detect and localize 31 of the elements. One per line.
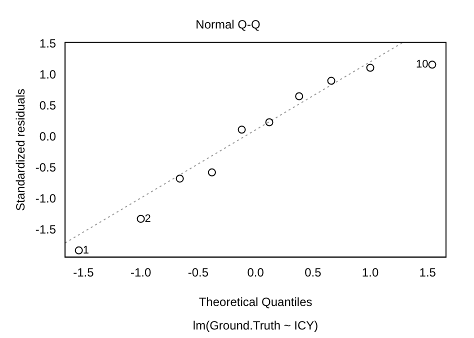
point xyxy=(74,246,83,254)
annotation: 2 xyxy=(144,212,151,225)
point xyxy=(327,76,336,85)
y-tick-label: 0.0 xyxy=(39,129,56,144)
x-tick-label: -1.5 xyxy=(73,266,94,280)
point xyxy=(238,126,246,134)
y-tick-label: 0.5 xyxy=(39,98,56,112)
y-tick-label: -1.0 xyxy=(35,191,56,206)
x-axis-title: Theoretical Quantiles xyxy=(198,295,312,310)
point xyxy=(136,214,145,223)
point xyxy=(176,174,184,183)
text: lm(Ground.Truth ~ ICY) xyxy=(192,318,318,332)
point xyxy=(366,64,374,72)
chart-title: Normal Q-Q xyxy=(196,18,260,32)
x-tick-label: 0.0 xyxy=(247,266,264,280)
x-tick-label: 1.0 xyxy=(362,266,379,280)
point xyxy=(295,92,304,100)
point xyxy=(208,168,216,176)
y-axis-title: Standardized residuals xyxy=(14,88,28,211)
y-tick-label: 1.5 xyxy=(39,36,56,51)
x-tick-label: -1.0 xyxy=(130,266,152,280)
point xyxy=(428,60,436,69)
annotation: 10 xyxy=(416,58,428,71)
x-tick-label: 0.5 xyxy=(304,266,322,280)
y-tick-label: 1.0 xyxy=(39,68,56,82)
x-tick-label: -0.5 xyxy=(188,266,209,280)
y-tick-label: -0.5 xyxy=(35,160,56,174)
annotation: 1 xyxy=(82,244,89,256)
y-tick-label: -1.5 xyxy=(35,222,56,236)
point xyxy=(265,118,274,126)
x-tick-label: 1.5 xyxy=(419,266,436,280)
